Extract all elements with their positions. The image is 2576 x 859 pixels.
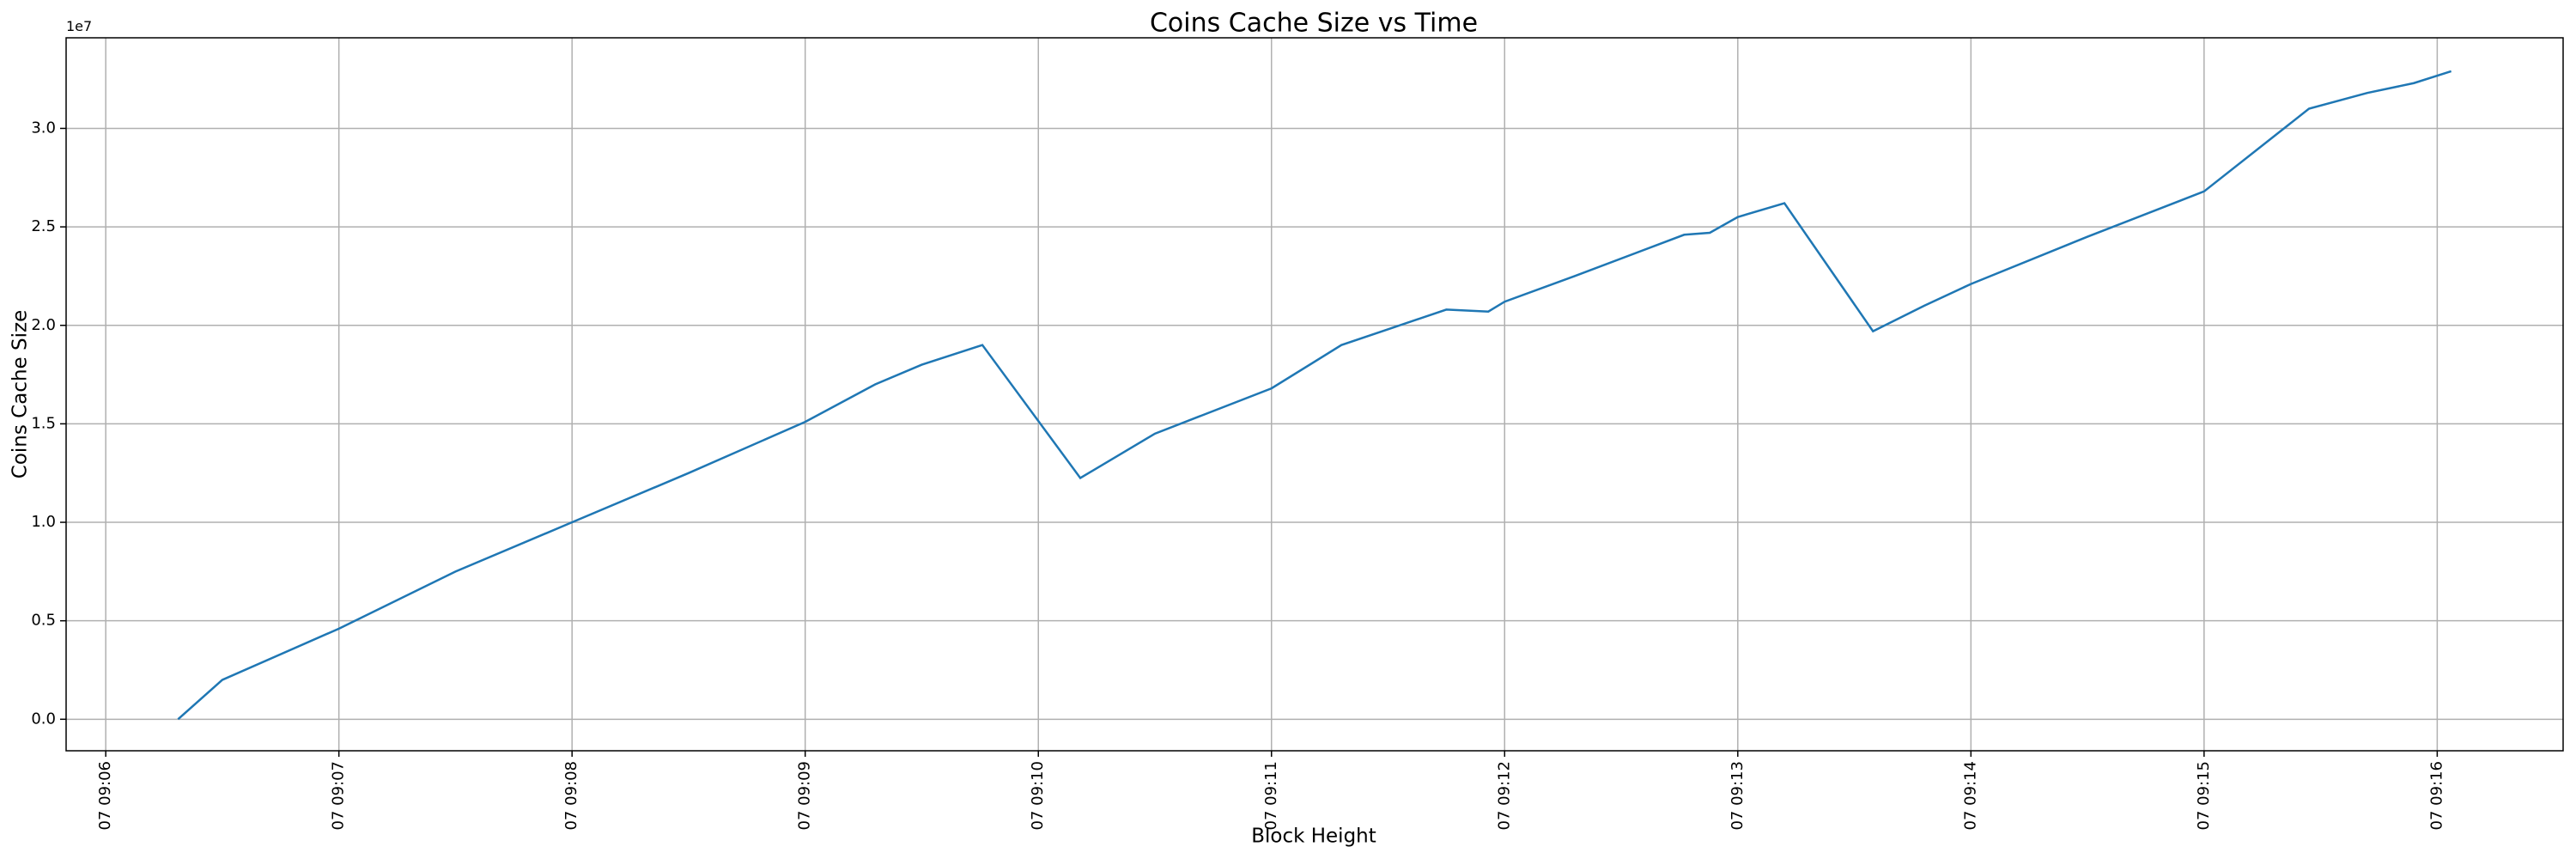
x-tick-label: 07 09:15 [2195, 761, 2213, 831]
y-tick-label: 1.0 [31, 513, 56, 531]
x-tick-label: 07 09:12 [1495, 761, 1513, 831]
y-tick-label: 3.0 [31, 119, 56, 137]
y-offset-label: 1e7 [66, 18, 92, 34]
plot-frame [65, 37, 2564, 752]
y-tick-label: 0.0 [31, 710, 56, 728]
x-tick-label: 07 09:06 [96, 761, 114, 831]
data-line [177, 70, 2452, 721]
x-tick-label: 07 09:09 [796, 761, 814, 831]
x-tick-label: 07 09:16 [2427, 761, 2445, 831]
y-tick-label: 0.5 [31, 612, 56, 630]
y-tick-label: 2.5 [31, 217, 56, 235]
x-axis-label: Block Height [1251, 825, 1376, 848]
x-tick-label: 07 09:11 [1262, 761, 1280, 831]
x-tick-label: 07 09:13 [1728, 761, 1747, 831]
chart-title: Coins Cache Size vs Time [1150, 9, 1478, 39]
x-tick-label: 07 09:08 [562, 761, 580, 831]
y-tick-label: 2.0 [31, 316, 56, 334]
y-tick-label: 1.5 [31, 414, 56, 432]
x-tick-label: 07 09:10 [1029, 761, 1047, 831]
x-tick-label: 07 09:14 [1961, 761, 1979, 831]
y-axis-label: Coins Cache Size [9, 310, 32, 478]
x-tick-label: 07 09:07 [330, 761, 348, 831]
